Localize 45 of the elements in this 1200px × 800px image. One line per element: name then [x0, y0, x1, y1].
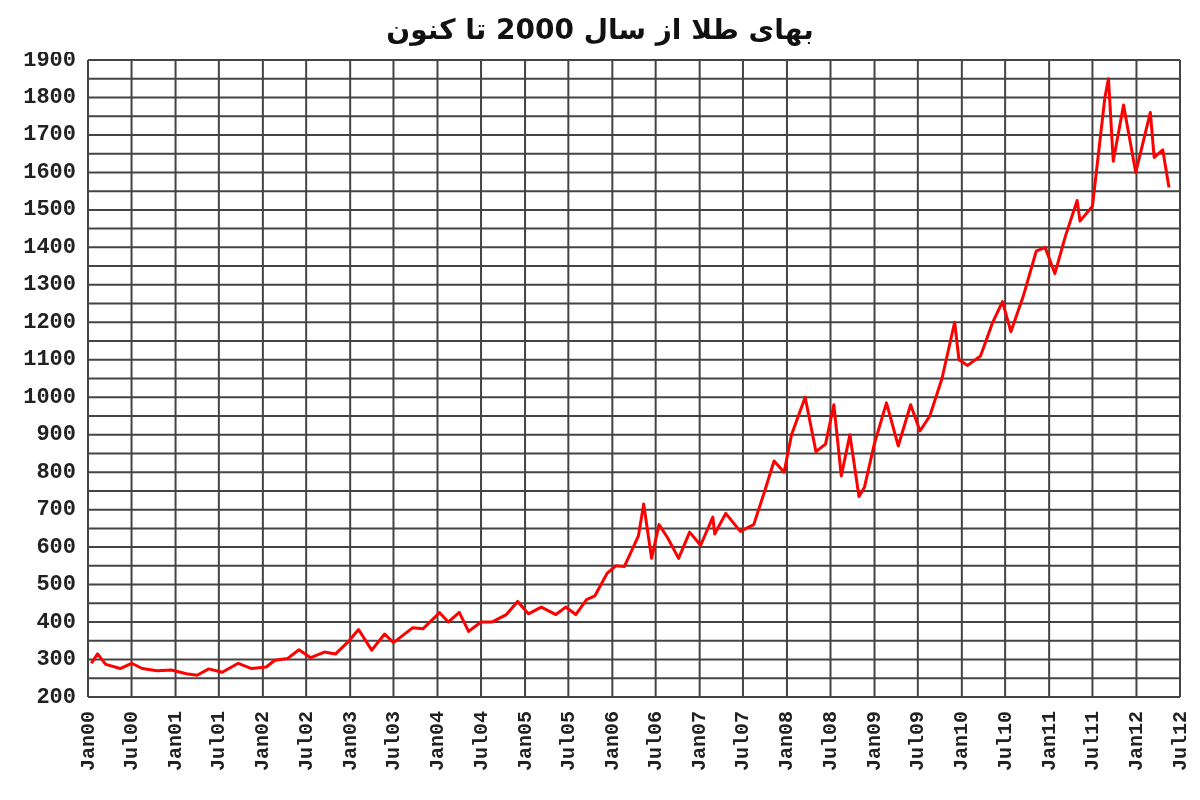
y-tick-label: 1200: [23, 309, 76, 335]
x-tick-label: Jan11: [1037, 711, 1061, 772]
y-tick-label: 300: [36, 647, 76, 673]
y-tick-label: 1500: [23, 197, 76, 223]
y-tick-label: 400: [36, 609, 76, 635]
chart-title: بهای طلا از سال 2000 تا کنون: [386, 13, 814, 46]
line-series: [89, 77, 1171, 677]
y-tick-label: 900: [36, 422, 76, 448]
x-tick-label: Jul10: [993, 711, 1017, 772]
x-tick-label: Jan04: [425, 711, 449, 772]
y-tick-label: 1300: [23, 272, 76, 298]
y-tick-label: 1000: [23, 384, 76, 410]
x-tick-label: Jan12: [1124, 711, 1148, 772]
x-tick-label: Jan02: [251, 711, 275, 772]
y-tick-label: 1400: [23, 234, 76, 260]
y-tick-label: 1100: [23, 347, 76, 373]
y-tick-label: 500: [36, 572, 76, 598]
y-tick-label: 1700: [23, 122, 76, 148]
x-tick-label: Jan00: [76, 711, 100, 772]
x-tick-label: Jul02: [294, 711, 318, 772]
x-tick-label: Jan03: [338, 711, 362, 772]
x-tick-label: Jul00: [120, 711, 144, 772]
x-tick-label: Jul08: [819, 711, 843, 772]
x-tick-label: Jul05: [556, 711, 580, 772]
x-tick-label: Jan06: [600, 711, 624, 772]
x-tick-label: Jul01: [207, 711, 231, 772]
x-tick-label: Jul06: [644, 711, 668, 772]
x-tick-label: Jan07: [688, 711, 712, 772]
x-tick-label: Jul04: [469, 711, 493, 772]
x-tick-label: Jul12: [1168, 711, 1192, 772]
x-tick-label: Jan10: [950, 711, 974, 772]
y-tick-label: 700: [36, 497, 76, 523]
y-tick-label: 200: [36, 684, 76, 710]
x-tick-label: Jan01: [164, 711, 188, 772]
y-tick-label: 800: [36, 459, 76, 485]
x-tick-label: Jan09: [863, 711, 887, 772]
y-tick-label: 1800: [23, 84, 76, 110]
x-tick-label: Jul11: [1080, 711, 1104, 772]
x-tick-label: Jan05: [513, 711, 537, 772]
y-tick-label: 1600: [23, 159, 76, 185]
x-tick-label: Jul03: [381, 711, 405, 772]
x-tick-label: Jul09: [906, 711, 930, 772]
x-tick-label: Jul07: [731, 711, 755, 772]
y-tick-label: 600: [36, 534, 76, 560]
x-tick-label: Jan08: [775, 711, 799, 772]
